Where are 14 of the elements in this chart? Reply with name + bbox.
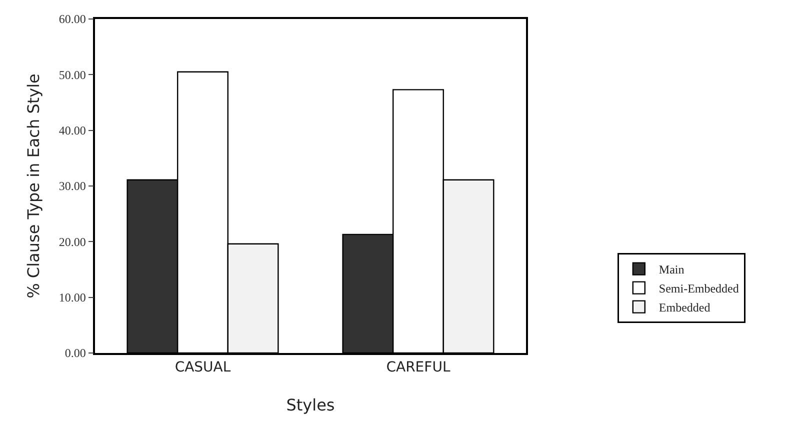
y-tick-label: 40.00 xyxy=(58,124,86,138)
y-tick-label: 50.00 xyxy=(58,68,86,82)
x-tick-label: CAREFUL xyxy=(386,360,450,376)
legend-label: Embedded xyxy=(658,300,710,314)
y-tick-label: 30.00 xyxy=(58,179,86,194)
x-axis-title: Styles xyxy=(286,396,335,415)
x-tick-label: CASUAL xyxy=(174,360,231,376)
legend-label: Semi-Embedded xyxy=(658,281,739,296)
y-tick-label: 10.00 xyxy=(58,290,86,305)
y-tick-label: 60.00 xyxy=(58,12,86,26)
y-axis-title: % Clause Type in Each Style xyxy=(24,74,44,298)
y-tick-label: 20.00 xyxy=(58,234,86,249)
legend-label: Main xyxy=(658,262,684,276)
y-tick-label: 0.00 xyxy=(64,346,86,360)
